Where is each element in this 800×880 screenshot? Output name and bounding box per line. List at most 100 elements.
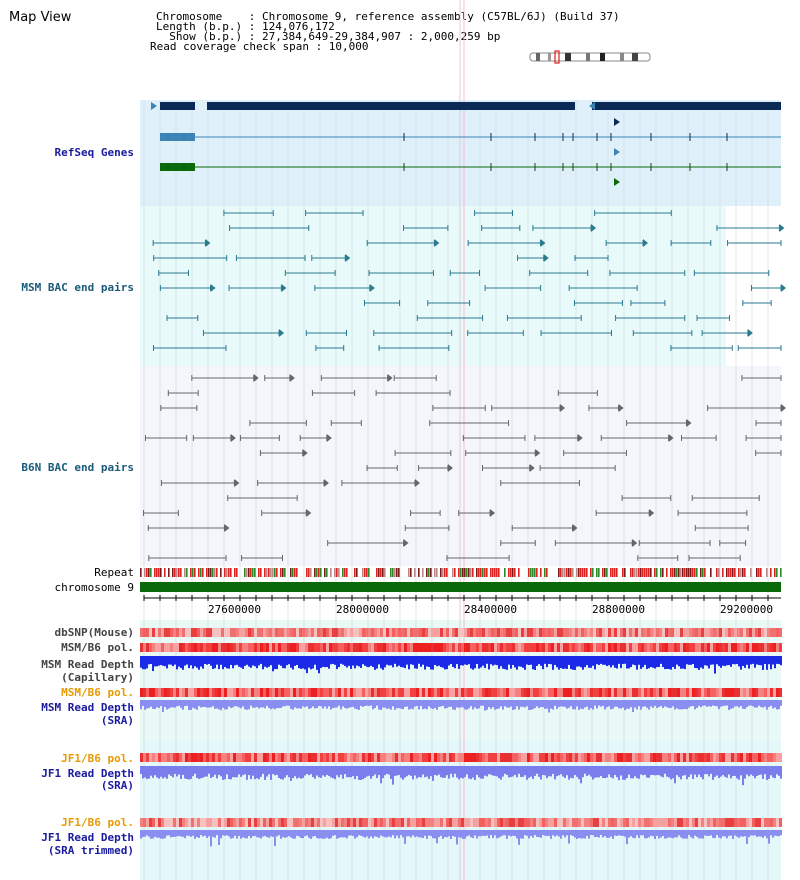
polymorphism-cell: [485, 628, 488, 637]
depth-bar: [462, 700, 464, 708]
depth-bar: [200, 830, 202, 836]
depth-bar: [496, 830, 498, 839]
polymorphism-cell: [143, 643, 146, 652]
depth-bar: [670, 700, 672, 708]
polymorphism-cell: [737, 628, 740, 637]
polymorphism-cell: [635, 753, 638, 762]
depth-bar: [490, 700, 492, 709]
depth-bar: [604, 700, 606, 710]
polymorphism-cell: [191, 628, 194, 637]
depth-bar: [556, 656, 558, 668]
depth-bar: [360, 700, 362, 706]
polymorphism-cell: [659, 753, 662, 762]
depth-bar: [608, 766, 610, 775]
polymorphism-cell: [362, 628, 365, 637]
polymorphism-cell: [233, 818, 236, 827]
depth-bar: [194, 830, 196, 839]
depth-bar: [164, 766, 166, 778]
depth-bar: [354, 830, 356, 839]
depth-bar: [618, 656, 620, 664]
polymorphism-cell: [401, 688, 404, 697]
polymorphism-cell: [671, 818, 674, 827]
depth-bar: [226, 830, 228, 836]
repeat-mark: [270, 568, 272, 577]
depth-bar: [142, 766, 144, 779]
polymorphism-cell: [383, 643, 386, 652]
depth-bar: [298, 766, 300, 778]
depth-bar: [472, 656, 474, 670]
depth-bar: [780, 700, 782, 706]
depth-bar: [566, 700, 568, 709]
depth-bar: [220, 700, 222, 711]
polymorphism-cell: [590, 753, 593, 762]
repeat-mark: [464, 568, 466, 577]
polymorphism-cell: [704, 688, 707, 697]
polymorphism-cell: [638, 628, 641, 637]
polymorphism-cell: [725, 643, 728, 652]
polymorphism-cell: [326, 628, 329, 637]
depth-bar: [636, 830, 638, 836]
depth-bar: [160, 700, 162, 707]
polymorphism-cell: [284, 818, 287, 827]
depth-bar: [672, 656, 674, 667]
depth-bar: [486, 656, 488, 664]
polymorphism-cell: [251, 818, 254, 827]
polymorphism-cell: [557, 628, 560, 637]
depth-bar: [742, 766, 744, 786]
depth-bar: [720, 656, 722, 668]
depth-bar: [360, 656, 362, 668]
depth-bar: [510, 656, 512, 669]
depth-bar: [606, 830, 608, 838]
depth-bar: [330, 700, 332, 710]
polymorphism-cell: [725, 688, 728, 697]
chromosome-bar: [140, 582, 781, 592]
polymorphism-cell: [419, 688, 422, 697]
polymorphism-cell: [224, 753, 227, 762]
polymorphism-cell: [287, 688, 290, 697]
depth-bar: [704, 830, 706, 836]
polymorphism-cell: [434, 628, 437, 637]
depth-bar: [730, 656, 732, 667]
repeat-mark: [738, 568, 740, 577]
depth-bar: [654, 766, 656, 776]
depth-bar: [624, 656, 626, 664]
depth-bar: [396, 700, 398, 709]
depth-bar: [530, 766, 532, 777]
depth-bar: [438, 830, 440, 838]
depth-bar: [604, 766, 606, 779]
polymorphism-cell: [203, 753, 206, 762]
depth-bar: [502, 830, 504, 836]
depth-bar: [226, 656, 228, 669]
repeat-mark: [470, 568, 472, 577]
polymorphism-cell: [293, 753, 296, 762]
page-title: Map View: [9, 10, 72, 25]
depth-bar: [484, 656, 486, 669]
depth-bar: [628, 700, 630, 709]
polymorphism-cell: [269, 628, 272, 637]
depth-bar: [612, 656, 614, 666]
polymorphism-cell: [701, 688, 704, 697]
polymorphism-cell: [323, 818, 326, 827]
bac-arrow: [686, 419, 692, 427]
polymorphism-cell: [281, 818, 284, 827]
polymorphism-cell: [371, 818, 374, 827]
depth-bar: [502, 700, 504, 710]
polymorphism-cell: [536, 818, 539, 827]
polymorphism-cell: [416, 688, 419, 697]
polymorphism-cell: [254, 753, 257, 762]
depth-bar: [562, 766, 564, 777]
repeat-mark: [324, 568, 326, 577]
polymorphism-cell: [353, 753, 356, 762]
polymorphism-cell: [182, 753, 185, 762]
depth-bar: [230, 830, 232, 839]
polymorphism-cell: [653, 688, 656, 697]
depth-bar: [330, 766, 332, 778]
depth-bar: [412, 656, 414, 665]
polymorphism-cell: [179, 628, 182, 637]
b6n-bac-track-bg: [140, 366, 781, 566]
depth-bar: [234, 700, 236, 707]
bac-arrow: [302, 449, 308, 457]
depth-bar: [160, 766, 162, 777]
polymorphism-cell: [233, 688, 236, 697]
